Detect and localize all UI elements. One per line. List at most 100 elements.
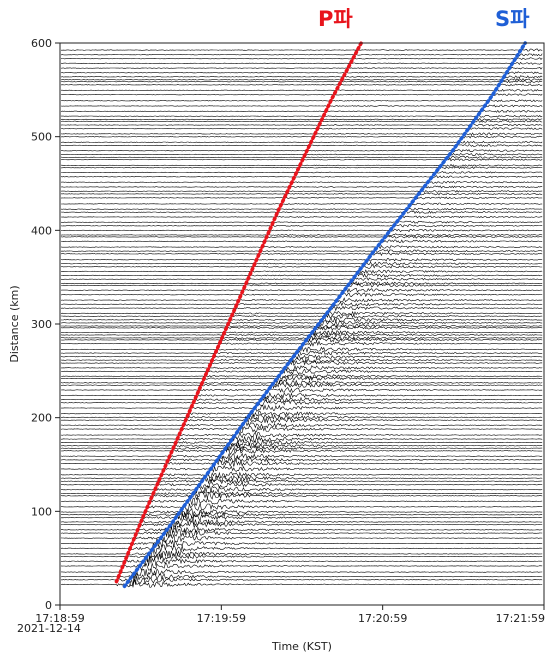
seismogram-trace — [60, 425, 543, 434]
s-wave-label: S파 — [495, 7, 530, 31]
x-tick-label: 17:18:59 — [35, 612, 84, 625]
seismogram-trace — [60, 496, 543, 506]
seismogram-trace — [60, 224, 543, 228]
seismogram-trace — [60, 189, 543, 193]
seismogram-trace — [60, 562, 543, 571]
seismogram-trace — [60, 301, 543, 307]
x-tick-label: 17:20:59 — [358, 612, 407, 625]
seismogram-trace — [60, 533, 543, 544]
x-axis-ticks: 17:18:59 17:19:59 17:20:59 17:21:59 — [35, 605, 545, 625]
seismogram-trace — [61, 415, 543, 424]
seismogram-trace — [60, 507, 543, 517]
seismogram-trace — [60, 552, 543, 563]
y-axis-ticks: 0 100 200 300 400 500 600 — [31, 37, 60, 612]
seismogram-trace — [60, 350, 543, 356]
seismogram-trace — [60, 235, 543, 239]
seismogram-trace — [60, 444, 543, 453]
seismogram-trace — [60, 192, 543, 196]
y-tick-label: 300 — [31, 318, 52, 331]
seismogram-trace — [61, 381, 543, 389]
seismogram-trace — [60, 359, 543, 366]
seismogram-trace — [60, 207, 543, 211]
seismogram-trace — [60, 93, 543, 96]
seismogram-trace — [60, 118, 543, 121]
seismogram-trace — [60, 99, 543, 103]
seismogram-traces — [60, 48, 543, 588]
seismogram-trace — [60, 104, 543, 108]
p-wave-curve — [114, 41, 364, 584]
seismogram-trace — [60, 325, 543, 331]
s-wave-curve — [122, 41, 528, 589]
seismogram-trace — [60, 123, 543, 127]
seismogram-trace — [61, 434, 543, 443]
seismogram-trace — [61, 48, 543, 52]
seismogram-trace — [60, 477, 543, 485]
seismogram-trace — [61, 365, 543, 372]
seismogram-trace — [60, 386, 543, 393]
seismogram-trace — [60, 458, 543, 467]
arrival-curves — [114, 41, 528, 589]
seismogram-trace — [61, 329, 543, 336]
seismogram-trace — [60, 78, 543, 82]
seismogram-trace — [60, 404, 543, 412]
seismogram-trace — [60, 367, 543, 375]
seismogram-trace — [60, 210, 543, 214]
seismogram-trace — [61, 538, 543, 548]
seismogram-trace — [60, 305, 543, 312]
seismogram-trace — [60, 431, 543, 439]
seismogram-trace — [60, 75, 543, 79]
y-tick-label: 0 — [45, 599, 52, 612]
seismogram-trace — [60, 489, 543, 497]
seismogram-trace — [61, 442, 543, 450]
seismogram-trace — [61, 202, 543, 206]
seismogram-trace — [60, 373, 543, 380]
seismogram-trace — [60, 572, 543, 582]
seismogram-trace — [61, 334, 543, 341]
seismogram-trace — [60, 439, 543, 447]
seismogram-trace — [60, 143, 543, 147]
seismogram-trace — [60, 252, 543, 257]
seismogram-trace — [60, 287, 543, 294]
seismogram-trace — [61, 509, 543, 520]
x-tick-label: 17:19:59 — [197, 612, 246, 625]
seismogram-trace — [61, 399, 543, 407]
y-axis-title: Distance (km) — [8, 285, 21, 362]
seismogram-trace — [60, 473, 543, 483]
seismogram-trace — [60, 337, 543, 344]
seismogram-trace — [60, 502, 543, 513]
seismogram-trace — [60, 356, 543, 364]
seismogram-trace — [60, 527, 543, 539]
y-tick-label: 500 — [31, 131, 52, 144]
seismogram-trace — [60, 374, 543, 383]
seismogram-trace — [60, 264, 543, 269]
seismogram-trace — [60, 239, 543, 244]
seismogram-trace — [61, 568, 543, 577]
y-tick-label: 600 — [31, 37, 52, 50]
seismogram-trace — [60, 471, 543, 479]
seismogram-trace — [61, 283, 543, 288]
seismogram-trace — [60, 410, 543, 418]
seismogram-trace — [60, 379, 543, 387]
seismogram-trace — [60, 447, 543, 456]
seismogram-trace — [60, 180, 543, 184]
seismogram-trace — [60, 71, 543, 75]
seismogram-trace — [60, 215, 543, 219]
x-tick-label: 17:21:59 — [496, 612, 545, 625]
seismogram-trace — [60, 66, 543, 70]
seismogram-trace — [60, 109, 543, 113]
seismogram-trace — [61, 413, 543, 421]
y-tick-label: 200 — [31, 412, 52, 425]
y-tick-label: 100 — [31, 505, 52, 518]
seismogram-trace — [60, 512, 543, 522]
seismogram-trace — [60, 269, 543, 274]
seismogram-trace — [60, 396, 543, 403]
seismogram-trace — [60, 421, 543, 431]
seismogram-trace — [60, 244, 543, 250]
seismogram-trace — [60, 155, 543, 159]
seismogram-trace — [60, 292, 543, 298]
seismogram-trace — [61, 324, 543, 329]
seismogram-trace — [60, 332, 543, 338]
seismogram-trace — [60, 310, 543, 316]
seismogram-trace — [61, 312, 543, 320]
seismogram-trace — [60, 549, 543, 560]
